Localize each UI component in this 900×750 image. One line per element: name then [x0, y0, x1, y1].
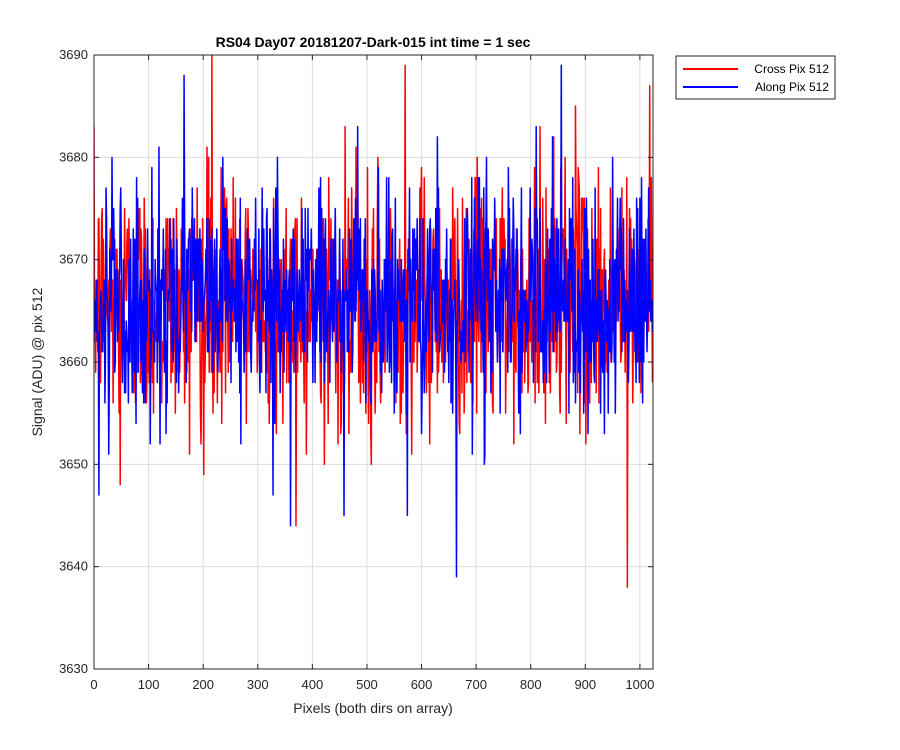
y-tick-label: 3670	[59, 252, 88, 267]
x-tick-label: 200	[192, 677, 214, 692]
y-tick-label: 3630	[59, 661, 88, 676]
x-tick-label: 500	[356, 677, 378, 692]
series-along-pix-line	[94, 64, 653, 578]
legend-box	[675, 55, 836, 100]
x-tick-label: 300	[247, 677, 269, 692]
x-tick-label: 100	[138, 677, 160, 692]
x-tick-label: 700	[465, 677, 487, 692]
x-tick-label: 800	[520, 677, 542, 692]
ticks: 0 100 200 300 400 500 600 700 800 900 1000 3630 3640…	[59, 47, 654, 692]
x-tick-label: 1000	[625, 677, 654, 692]
y-tick-label: 3640	[59, 559, 88, 574]
y-tick-label: 3660	[59, 354, 88, 369]
y-tick-label: 3680	[59, 149, 88, 164]
chart-title: RS04 Day07 20181207-Dark-015 int time = …	[216, 34, 531, 50]
x-tick-label: 600	[411, 677, 433, 692]
x-tick-label: 0	[90, 677, 97, 692]
legend-label-along: Along Pix 512	[755, 80, 829, 94]
x-axis-label: Pixels (both dirs on array)	[293, 700, 453, 716]
legend: Cross Pix 512 Along Pix 512	[675, 55, 836, 100]
y-axis-label: Signal (ADU) @ pix 512	[29, 287, 45, 436]
x-tick-label: 400	[302, 677, 324, 692]
legend-label-cross: Cross Pix 512	[754, 62, 829, 76]
y-tick-label: 3690	[59, 47, 88, 62]
x-tick-label: 900	[574, 677, 596, 692]
series-layer	[94, 55, 653, 588]
y-tick-label: 3650	[59, 456, 88, 471]
